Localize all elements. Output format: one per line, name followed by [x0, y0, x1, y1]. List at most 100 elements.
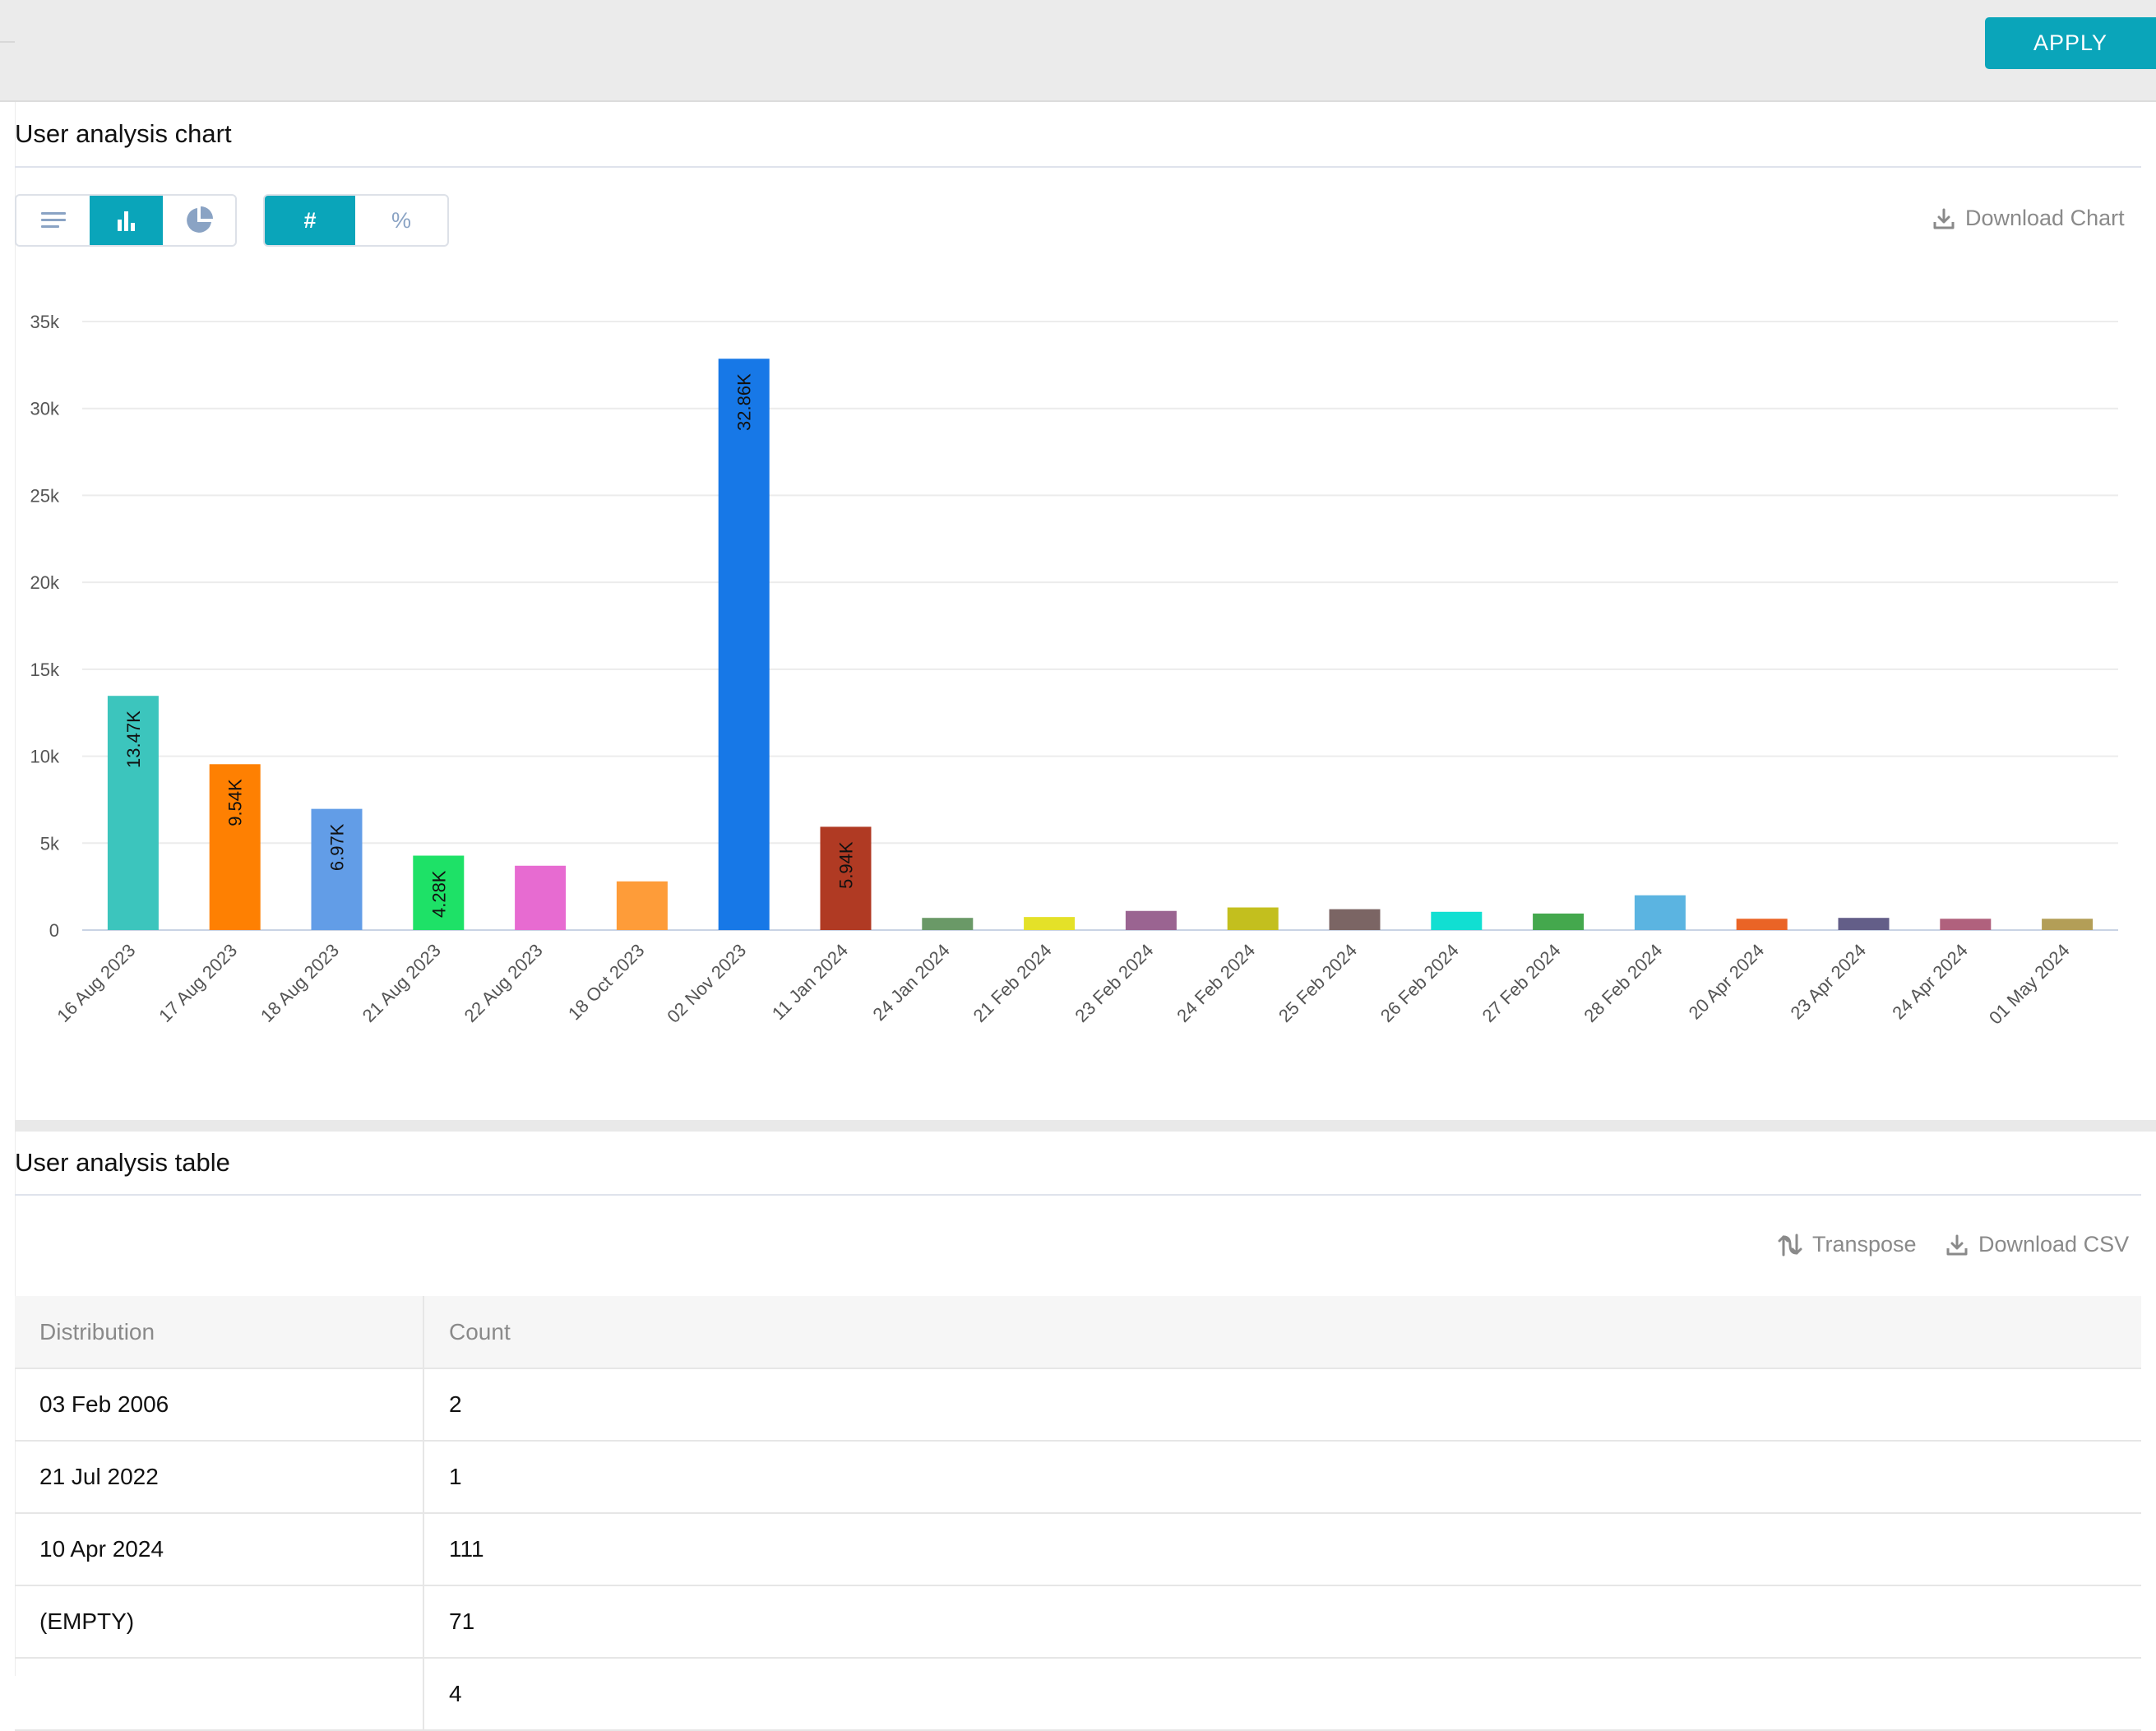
count-cell: 2	[423, 1368, 2141, 1442]
distribution-cell: 10 Apr 2024	[15, 1513, 424, 1586]
column-header-distribution[interactable]: Distribution	[15, 1296, 424, 1369]
bar-data-label: 4.28K	[428, 870, 449, 918]
x-tick-label: 26 Feb 2024	[1376, 940, 1463, 1026]
y-tick-label: 5k	[40, 833, 60, 854]
apply-button[interactable]: APPLY	[1985, 17, 2156, 69]
transpose-icon	[1778, 1233, 1802, 1256]
x-tick-label: 24 Apr 2024	[1888, 940, 1972, 1024]
bar-chart-icon	[117, 211, 135, 231]
analysis-table-container: Distribution Count 03 Feb 2006 2 21 Jul …	[15, 1296, 2141, 1731]
bar	[413, 855, 465, 930]
y-tick-label: 30k	[30, 399, 60, 419]
distribution-cell: 21 Jul 2022	[15, 1441, 424, 1514]
bar	[515, 865, 567, 930]
bar	[1329, 909, 1381, 930]
download-icon	[1933, 208, 1955, 229]
table-row: 03 Feb 2006 2	[15, 1368, 2141, 1442]
x-tick-label: 20 Apr 2024	[1685, 940, 1769, 1024]
pie-chart-view-button[interactable]	[163, 196, 235, 245]
bar	[820, 826, 872, 930]
percent-unit-button[interactable]: %	[355, 196, 447, 245]
x-tick-label: 23 Apr 2024	[1786, 940, 1870, 1024]
y-tick-label: 15k	[30, 660, 60, 680]
bar	[1431, 911, 1483, 930]
top-filter-bar: APPLY	[0, 0, 2156, 102]
x-tick-label: 01 May 2024	[1985, 940, 2074, 1029]
y-tick-label: 20k	[30, 572, 60, 593]
distribution-cell: 03 Feb 2006	[15, 1368, 424, 1442]
bar-data-label: 5.94K	[836, 841, 857, 889]
x-tick-label: 28 Feb 2024	[1580, 940, 1666, 1026]
x-tick-label: 25 Feb 2024	[1275, 940, 1361, 1026]
x-tick-label: 22 Aug 2023	[460, 940, 547, 1026]
count-cell: 4	[423, 1658, 2141, 1731]
y-tick-label: 0	[49, 920, 59, 941]
unit-toggle: # %	[263, 194, 449, 247]
bar-data-label: 9.54K	[225, 779, 246, 826]
table-row: 4	[15, 1658, 2141, 1731]
bar	[1533, 913, 1585, 930]
bar	[2042, 919, 2094, 930]
divider	[15, 1194, 2141, 1196]
divider	[0, 41, 15, 43]
pie-chart-icon	[187, 206, 213, 233]
table-row: 10 Apr 2024 111	[15, 1513, 2141, 1586]
x-tick-label: 24 Jan 2024	[869, 940, 954, 1025]
analysis-table: Distribution Count 03 Feb 2006 2 21 Jul …	[15, 1296, 2141, 1731]
bar	[1634, 895, 1686, 930]
distribution-cell	[15, 1658, 424, 1731]
count-unit-button[interactable]: #	[265, 196, 355, 245]
bar	[1838, 918, 1890, 930]
bar	[1940, 919, 1992, 930]
bar-chart: 0 5k 10k 15k 20k 25k 30k 35k 13.47K 16 Aug 2023 9.…	[30, 312, 2118, 1029]
bar	[107, 696, 159, 930]
count-cell: 111	[423, 1513, 2141, 1586]
count-cell: 71	[423, 1585, 2141, 1659]
view-toggle	[15, 194, 237, 247]
bar	[616, 881, 668, 930]
divider	[15, 102, 16, 1676]
x-tick-label: 11 Jan 2024	[768, 940, 852, 1024]
list-icon	[40, 212, 66, 228]
count-unit-label: #	[303, 207, 317, 233]
download-csv-button[interactable]: Download CSV	[1945, 1232, 2129, 1257]
divider	[15, 166, 2141, 168]
download-csv-label: Download CSV	[1978, 1232, 2130, 1257]
x-tick-label: 02 Nov 2023	[663, 940, 750, 1027]
table-header-row: Distribution Count	[15, 1296, 2141, 1369]
table-row: (EMPTY) 71	[15, 1585, 2141, 1659]
bar	[1736, 919, 1788, 930]
distribution-cell: (EMPTY)	[15, 1585, 424, 1659]
x-tick-label: 17 Aug 2023	[155, 940, 241, 1026]
count-cell: 1	[423, 1441, 2141, 1514]
bar	[209, 764, 261, 930]
download-icon	[1946, 1234, 1968, 1255]
x-tick-label: 21 Aug 2023	[359, 940, 445, 1026]
bar	[1125, 910, 1177, 930]
bar	[718, 359, 770, 930]
table-row: 21 Jul 2022 1	[15, 1441, 2141, 1514]
x-tick-label: 23 Feb 2024	[1071, 940, 1157, 1026]
x-tick-label: 18 Oct 2023	[564, 940, 648, 1024]
bar	[1227, 907, 1279, 930]
y-tick-label: 10k	[30, 747, 60, 767]
bar	[311, 808, 363, 930]
bar-data-label: 6.97K	[327, 823, 348, 871]
x-tick-label: 27 Feb 2024	[1478, 940, 1565, 1026]
chart-section-title: User analysis chart	[15, 119, 232, 148]
bar	[1024, 917, 1076, 930]
table-section-title: User analysis table	[15, 1148, 230, 1177]
bar-data-label: 32.86K	[734, 373, 755, 431]
bar	[922, 918, 974, 930]
section-divider	[15, 1120, 2156, 1132]
x-tick-label: 21 Feb 2024	[969, 940, 1056, 1026]
x-tick-label: 18 Aug 2023	[257, 940, 343, 1026]
y-tick-label: 25k	[30, 485, 60, 506]
column-header-count[interactable]: Count	[423, 1296, 2141, 1369]
download-chart-button[interactable]: Download Chart	[1932, 206, 2125, 231]
bar-chart-view-button[interactable]	[90, 196, 163, 245]
bar-data-label: 13.47K	[123, 710, 144, 768]
list-view-button[interactable]	[16, 196, 90, 245]
transpose-button[interactable]: Transpose	[1778, 1232, 1917, 1257]
transpose-label: Transpose	[1812, 1232, 1917, 1257]
